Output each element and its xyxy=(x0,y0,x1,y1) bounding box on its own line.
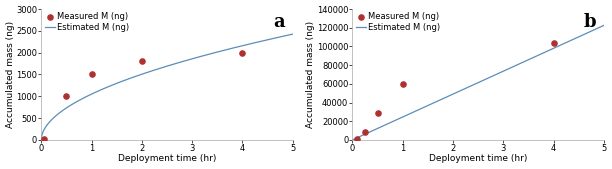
Estimated M (ng) xyxy=(349,139,356,141)
Estimated M (ng) xyxy=(485,77,492,79)
Legend: Measured M (ng), Estimated M (ng): Measured M (ng), Estimated M (ng) xyxy=(43,11,130,32)
Measured M (ng) xyxy=(61,95,71,98)
Estimated M (ng) xyxy=(594,27,602,29)
Estimated M (ng) xyxy=(555,45,562,47)
Line: Estimated M (ng): Estimated M (ng) xyxy=(353,25,604,140)
Y-axis label: Accumulated mass (ng): Accumulated mass (ng) xyxy=(307,21,315,128)
Estimated M (ng) xyxy=(157,67,165,69)
Measured M (ng) xyxy=(87,73,97,76)
Line: Estimated M (ng): Estimated M (ng) xyxy=(41,34,293,139)
Estimated M (ng) xyxy=(283,34,290,37)
Measured M (ng) xyxy=(548,41,558,44)
Measured M (ng) xyxy=(360,131,370,134)
Estimated M (ng) xyxy=(498,71,506,73)
Measured M (ng) xyxy=(237,51,247,54)
Legend: Measured M (ng), Estimated M (ng): Measured M (ng), Estimated M (ng) xyxy=(355,11,441,32)
Y-axis label: Accumulated mass (ng): Accumulated mass (ng) xyxy=(6,21,15,128)
Estimated M (ng) xyxy=(289,33,296,35)
Text: b: b xyxy=(584,13,596,31)
Estimated M (ng) xyxy=(469,84,477,86)
Estimated M (ng) xyxy=(187,58,195,60)
Estimated M (ng) xyxy=(600,24,608,26)
Measured M (ng) xyxy=(398,82,408,85)
Measured M (ng) xyxy=(137,60,147,63)
Estimated M (ng) xyxy=(244,44,251,46)
Text: a: a xyxy=(274,13,285,31)
Measured M (ng) xyxy=(373,111,382,114)
Estimated M (ng) xyxy=(468,84,476,87)
Estimated M (ng) xyxy=(37,138,45,140)
Estimated M (ng) xyxy=(174,62,181,64)
Measured M (ng) xyxy=(353,138,362,141)
Measured M (ng) xyxy=(39,138,48,140)
Estimated M (ng) xyxy=(159,67,166,69)
X-axis label: Deployment time (hr): Deployment time (hr) xyxy=(429,154,528,163)
X-axis label: Deployment time (hr): Deployment time (hr) xyxy=(118,154,216,163)
